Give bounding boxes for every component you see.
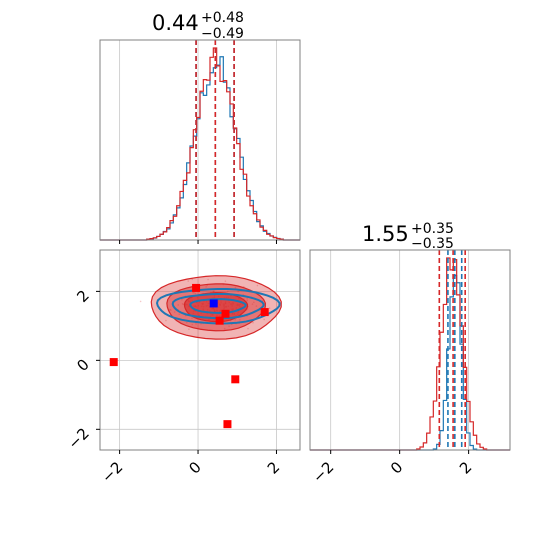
axes-frame	[99, 249, 301, 451]
x-tick-label: 0	[387, 458, 406, 477]
sample-dot	[253, 301, 255, 304]
axes-frame	[99, 39, 301, 241]
sample-dot	[256, 284, 259, 287]
sample-dot	[246, 297, 248, 300]
blue-marker	[209, 299, 218, 308]
y-tick-label: 0	[73, 355, 92, 374]
y-tick-label: −2	[64, 424, 92, 452]
sample-dot	[234, 318, 236, 321]
red-marker	[223, 420, 232, 429]
sample-dot	[191, 278, 193, 281]
sample-dot	[188, 328, 190, 330]
x-ticks: −2 0 2	[309, 450, 475, 486]
sample-dot	[178, 313, 181, 315]
title-minus: −0.49	[201, 26, 244, 42]
sample-dot	[212, 290, 215, 293]
sample-dot	[187, 280, 190, 282]
sample-dot	[207, 278, 209, 281]
red-marker	[231, 375, 240, 384]
quantile-lines	[438, 250, 466, 450]
title-value: 1.55	[362, 222, 409, 246]
x-ticks: −2 0 2	[98, 450, 283, 486]
histogram-panel-param-2: −2 0 2 1.55 +0.35 −0.35	[309, 221, 511, 486]
sample-dot	[193, 291, 195, 294]
grid-lines	[119, 40, 277, 240]
sample-dot	[191, 317, 193, 319]
sample-dot	[213, 290, 215, 293]
x-tick-label: −2	[309, 458, 337, 486]
y-ticks: −2 0 2	[64, 286, 100, 453]
sample-dot	[139, 300, 142, 303]
x-tick-label: 2	[264, 458, 283, 477]
blue-contours	[155, 287, 281, 325]
sample-dot	[195, 323, 197, 325]
sample-dot	[246, 299, 249, 302]
histogram-blue	[310, 275, 510, 451]
sample-dot	[192, 291, 194, 294]
blue-contour-level-1	[155, 287, 281, 325]
histogram-panel-param-1: 0.44 +0.48 −0.49	[99, 10, 301, 244]
sample-dot	[268, 307, 271, 310]
sample-dot	[169, 308, 171, 311]
red-marker	[192, 283, 201, 292]
sample-dot	[181, 303, 184, 305]
sample-dot	[194, 292, 197, 295]
marker-points	[109, 283, 269, 429]
quantile-lines	[195, 40, 235, 240]
sample-dot	[223, 327, 226, 330]
blue-contour-level-3	[189, 298, 247, 314]
sample-dot	[252, 321, 254, 324]
sample-dot	[251, 303, 254, 305]
sample-dot	[177, 304, 180, 306]
sample-dot	[226, 290, 229, 293]
sample-dot	[170, 309, 172, 311]
title-minus: −0.35	[411, 236, 454, 252]
sample-dot	[191, 323, 194, 326]
histogram-steps	[100, 47, 300, 241]
red-marker	[215, 316, 224, 325]
sample-dot	[181, 298, 183, 301]
title-value: 0.44	[152, 11, 199, 35]
sample-dot	[165, 319, 167, 322]
sample-dot	[255, 305, 258, 307]
axes-frame	[309, 249, 511, 451]
sample-dot	[234, 286, 237, 289]
sample-dot	[205, 286, 207, 288]
x-tick-label: 2	[456, 458, 475, 477]
red-marker	[260, 308, 269, 317]
sample-dot	[228, 325, 230, 327]
grid-lines	[330, 250, 470, 450]
red-marker	[221, 309, 230, 318]
contour-panel: −2 0 2 −2 0 2	[64, 249, 301, 486]
histogram-red	[310, 257, 510, 451]
x-tick-label: 0	[185, 458, 204, 477]
sample-dot	[239, 319, 241, 321]
grid-lines	[100, 250, 300, 450]
histogram-blue	[100, 56, 300, 241]
sample-dot	[173, 311, 176, 313]
x-tick-label: −2	[98, 458, 126, 486]
sample-dot	[247, 327, 249, 330]
title-plus: +0.48	[201, 10, 244, 26]
histogram-red	[100, 47, 300, 241]
sample-dot	[263, 318, 265, 321]
title-plus: +0.35	[411, 221, 454, 237]
x-ticks	[119, 240, 277, 244]
sample-dot	[224, 280, 227, 282]
sample-dot	[185, 321, 188, 324]
red-marker	[109, 358, 118, 367]
sample-dot	[237, 290, 239, 293]
sample-dot	[212, 290, 215, 293]
blue-contour-level-2	[171, 293, 265, 320]
histogram-steps	[310, 257, 510, 451]
y-tick-label: 2	[73, 286, 92, 305]
